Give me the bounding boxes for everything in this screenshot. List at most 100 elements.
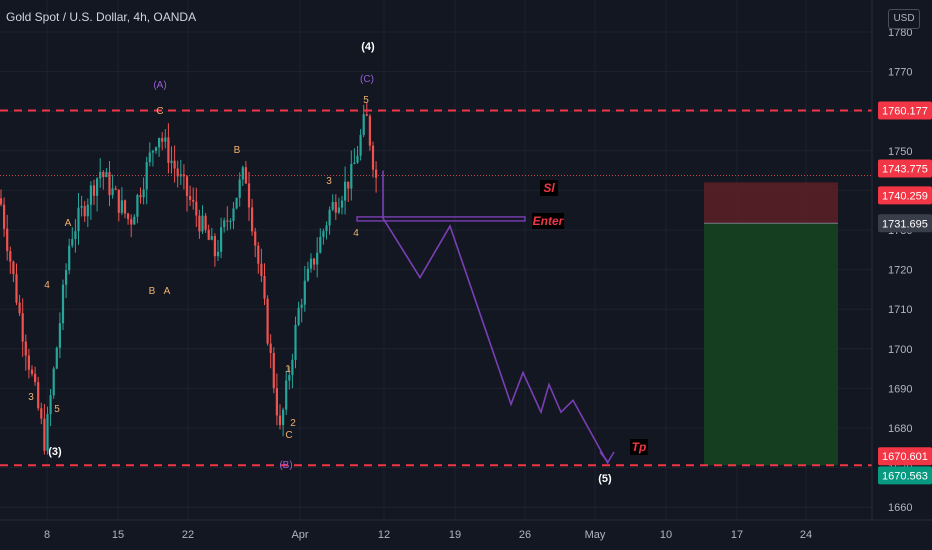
wave-label: 5 <box>54 404 60 415</box>
y-tick-label: 1690 <box>888 383 912 395</box>
candle-body <box>9 251 12 262</box>
candle-body <box>241 167 244 180</box>
candle-body <box>161 138 164 142</box>
candle-body <box>68 245 71 271</box>
candle-body <box>167 137 170 163</box>
candle-body <box>244 167 247 184</box>
candle-body <box>331 202 334 210</box>
candle-body <box>300 304 303 308</box>
candle-body <box>344 181 347 201</box>
candle-body <box>58 323 61 348</box>
candle-body <box>52 368 55 396</box>
candle-body <box>238 179 241 198</box>
candle-body <box>353 162 356 164</box>
candle-body <box>6 228 9 252</box>
candle-body <box>375 169 378 178</box>
price-tag <box>878 214 932 233</box>
x-tick-label: 15 <box>112 529 124 541</box>
price-tag-label: 1731.695 <box>882 218 928 230</box>
candle-body <box>37 382 40 409</box>
candle-body <box>223 220 226 228</box>
wave-label: B <box>234 145 241 156</box>
candle-body <box>176 168 179 177</box>
candle-body <box>201 215 204 232</box>
candle-body <box>92 185 96 196</box>
candle-body <box>130 219 133 225</box>
candle-body <box>309 258 313 269</box>
price-tag <box>878 101 932 120</box>
candle-body <box>306 268 309 281</box>
candle-body <box>158 138 161 148</box>
candle-body <box>192 199 195 202</box>
annotation-tag-label: Sl <box>543 181 555 195</box>
candle-body <box>303 280 306 305</box>
candle-body <box>173 160 176 169</box>
candle-body <box>294 324 297 360</box>
x-tick-label: 26 <box>519 529 531 541</box>
wave-label: 3 <box>326 176 332 187</box>
candle-body <box>40 408 43 419</box>
candle-body <box>24 341 27 356</box>
y-tick-label: 1710 <box>888 304 912 316</box>
horizontal-levels <box>0 109 872 467</box>
candle-body <box>350 163 353 189</box>
candle-body <box>27 355 30 370</box>
candle-body <box>105 172 108 177</box>
wave-label: (3) <box>48 446 62 458</box>
y-tick-label: 1750 <box>888 146 912 158</box>
price-tag <box>878 186 932 205</box>
y-tick-label: 1700 <box>888 344 912 356</box>
x-tick-label: May <box>585 529 606 541</box>
y-tick-label: 1720 <box>888 265 912 277</box>
candle-body <box>123 200 127 214</box>
candle-body <box>371 145 375 170</box>
projection-line <box>382 170 609 465</box>
candle-body <box>170 160 173 163</box>
candle-body <box>12 261 15 275</box>
wave-label: A <box>65 218 72 229</box>
candle-body <box>55 347 58 369</box>
price-tag <box>878 466 932 485</box>
candle-body <box>74 231 77 240</box>
candle-body <box>313 258 316 265</box>
wave-label: A <box>164 286 171 297</box>
chart-title: Gold Spot / U.S. Dollar, 4h, OANDA <box>6 10 197 24</box>
candle-body <box>96 178 99 196</box>
candle-body <box>263 276 266 299</box>
price-tag-label: 1670.563 <box>882 470 928 482</box>
candle-body <box>83 206 86 217</box>
candle-body <box>285 380 288 410</box>
wave-label: 5 <box>363 95 369 106</box>
candle-body <box>120 200 123 213</box>
candle-body <box>220 227 223 252</box>
price-tag <box>878 447 932 466</box>
y-tick-label: 1780 <box>888 27 912 39</box>
price-tag-label: 1740.259 <box>882 190 928 202</box>
wave-label: 4 <box>44 280 50 291</box>
candle-body <box>154 147 158 151</box>
candle-body <box>272 352 275 389</box>
currency-button[interactable]: USD <box>888 9 920 29</box>
candle-body <box>226 220 229 222</box>
time-axis: 8 15 22 Apr 12 19 26 May 10 17 24 <box>0 519 932 541</box>
candle-body <box>133 216 136 225</box>
price-tag-label: 1743.775 <box>882 163 928 175</box>
candle-body <box>325 225 328 232</box>
candle-body <box>337 207 340 213</box>
wave-label: (A) <box>153 80 166 91</box>
x-tick-label: 17 <box>731 529 743 541</box>
candle-body <box>80 206 83 208</box>
candle-body <box>102 171 105 177</box>
candle-body <box>185 176 189 197</box>
candle-body <box>368 115 371 146</box>
candle-body <box>164 137 167 142</box>
candle-body <box>282 409 285 426</box>
candle-body <box>139 195 142 198</box>
candle-body <box>235 197 238 209</box>
candle-body <box>251 207 254 232</box>
wave-label: C <box>285 430 292 441</box>
wave-label: 4 <box>353 228 359 239</box>
candle-body <box>127 213 130 220</box>
